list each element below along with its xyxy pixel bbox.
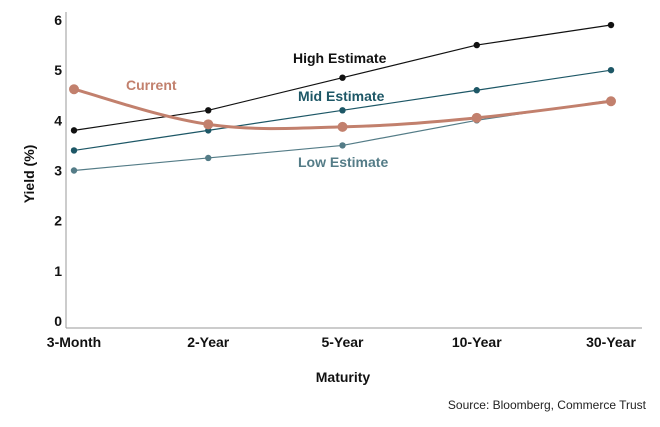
mid-estimate-label: Mid Estimate: [298, 88, 385, 104]
series-points: [69, 21, 616, 174]
high-estimate-point: [205, 107, 212, 114]
y-tick-label: 3: [54, 163, 62, 179]
mid-estimate-point: [607, 66, 615, 74]
high-estimate-point: [607, 21, 615, 29]
x-tick-labels: 3-Month 2-Year 5-Year 10-Year 30-Year: [47, 334, 637, 350]
mid-estimate-point: [473, 87, 480, 94]
mid-estimate-point: [339, 107, 346, 114]
low-estimate-point: [70, 167, 78, 174]
high-estimate-point: [473, 41, 480, 49]
y-tick-label: 2: [54, 213, 62, 229]
x-axis-title: Maturity: [316, 369, 371, 385]
high-estimate-point: [70, 127, 78, 134]
series-labels: High Estimate Mid Estimate Low Estimate Cur…: [126, 50, 388, 170]
high-estimate-point: [339, 74, 346, 81]
low-estimate-point: [339, 142, 346, 149]
low-estimate-point: [205, 154, 212, 162]
y-tick-label: 6: [54, 12, 62, 28]
source-note: Source: Bloomberg, Commerce Trust: [448, 398, 647, 412]
current-point: [337, 121, 348, 132]
x-tick-label: 3-Month: [47, 334, 101, 350]
low-estimate-label: Low Estimate: [298, 154, 388, 170]
axes: [65, 12, 642, 329]
y-tick-labels: 0 1 2 3 4 5 6: [54, 12, 62, 329]
current-label: Current: [126, 77, 177, 93]
mid-estimate-point: [70, 147, 78, 154]
y-tick-label: 4: [54, 112, 62, 128]
y-tick-label: 5: [54, 62, 62, 78]
x-tick-label: 2-Year: [187, 334, 230, 350]
y-axis-title: Yield (%): [21, 145, 37, 204]
x-tick-label: 5-Year: [321, 334, 364, 350]
current-point: [203, 119, 214, 130]
high-estimate-label: High Estimate: [293, 50, 387, 66]
current-point: [471, 112, 482, 123]
x-tick-label: 30-Year: [586, 334, 636, 350]
y-tick-label: 1: [54, 263, 62, 279]
current-point: [606, 96, 616, 107]
x-tick-label: 10-Year: [452, 334, 502, 350]
current-point: [69, 84, 79, 95]
y-tick-label: 0: [54, 313, 62, 329]
